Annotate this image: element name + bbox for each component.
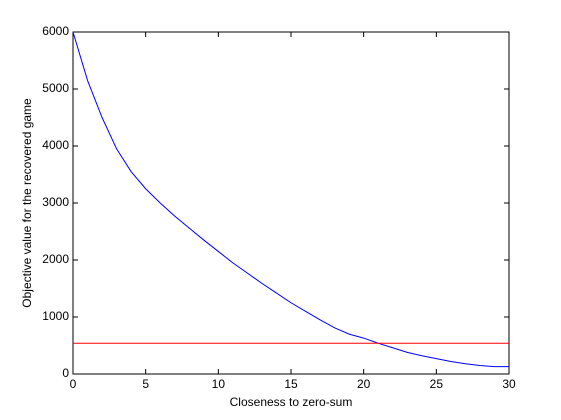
x-tick-label: 25 bbox=[430, 377, 444, 391]
y-tick-label: 2000 bbox=[42, 252, 69, 266]
x-axis-label: Closeness to zero-sum bbox=[230, 395, 353, 409]
line-series bbox=[72, 31, 509, 368]
x-tick-label: 10 bbox=[212, 377, 226, 391]
x-tick-label: 0 bbox=[70, 377, 77, 391]
y-tick-label: 0 bbox=[62, 366, 69, 380]
y-tick-label: 4000 bbox=[42, 138, 69, 152]
x-tick-label: 20 bbox=[357, 377, 371, 391]
x-tick-label: 15 bbox=[284, 377, 298, 391]
x-tick-label: 5 bbox=[142, 377, 149, 391]
y-axis-label: Objective value for the recovered game bbox=[20, 98, 34, 308]
y-tick-label: 1000 bbox=[42, 309, 69, 323]
y-tick-label: 3000 bbox=[42, 195, 69, 209]
x-tick-label: 30 bbox=[502, 377, 516, 391]
y-tick-label: 6000 bbox=[42, 24, 69, 38]
plot-frame bbox=[72, 31, 510, 375]
y-tick-label: 5000 bbox=[42, 81, 69, 95]
